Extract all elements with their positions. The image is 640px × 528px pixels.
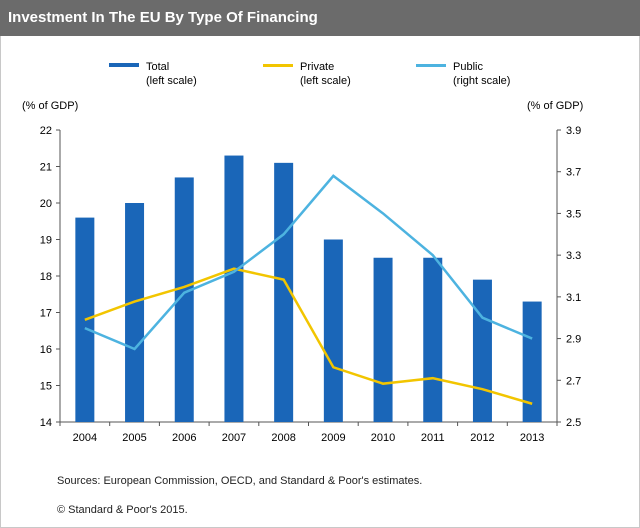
- x-tick-label: 2008: [271, 432, 295, 444]
- y-tick-label-right: 3.5: [566, 208, 581, 220]
- bar-total: [472, 279, 492, 422]
- y-tick-label-right: 3.1: [566, 292, 581, 304]
- y-axis-left-label: (% of GDP): [22, 100, 78, 112]
- y-tick-label-left: 22: [40, 125, 52, 137]
- y-tick-label-left: 16: [40, 344, 52, 356]
- legend-label-private: Private: [300, 61, 334, 73]
- bar-total: [522, 301, 542, 422]
- y-tick-label-right: 3.7: [566, 167, 581, 179]
- bar-total: [323, 239, 343, 422]
- x-tick-label: 2009: [321, 432, 345, 444]
- series-private-line: [84, 267, 533, 405]
- bar-total: [174, 177, 194, 422]
- y-tick-label-left: 19: [40, 235, 52, 247]
- y-tick-label-left: 17: [40, 308, 52, 320]
- legend: Total (left scale) Private (left scale) …: [109, 61, 510, 87]
- bar-total: [224, 155, 244, 423]
- series-total-bars: [75, 155, 542, 423]
- bar-total: [125, 203, 145, 422]
- y-ticks-right: 2.5 2.7 2.9 3.1 3.3 3.5 3.7 3.9: [557, 125, 581, 429]
- x-tick-label: 2013: [520, 432, 544, 444]
- legend-sublabel-private: (left scale): [300, 75, 351, 87]
- y-tick-label-left: 14: [40, 417, 52, 429]
- legend-swatch-total: [109, 63, 139, 67]
- page-title: Investment In The EU By Type Of Financin…: [8, 9, 318, 26]
- bar-total: [373, 257, 393, 422]
- x-tick-label: 2006: [172, 432, 196, 444]
- x-ticks: 2004 2005 2006 2007 2008 2009 2010 2011 2012 2013: [59, 422, 558, 444]
- x-tick-label: 2007: [222, 432, 246, 444]
- y-tick-label-left: 20: [40, 198, 52, 210]
- x-tick-label: 2004: [73, 432, 97, 444]
- y-axis-right-label: (% of GDP): [527, 100, 583, 112]
- legend-swatch-private: [263, 64, 293, 67]
- y-tick-label-left: 15: [40, 381, 52, 393]
- bar-total: [423, 257, 443, 422]
- x-tick-label: 2011: [421, 432, 445, 444]
- y-tick-label-right: 2.9: [566, 334, 581, 346]
- y-tick-label-right: 3.9: [566, 125, 581, 137]
- x-tick-label: 2010: [371, 432, 395, 444]
- y-tick-label-left: 21: [40, 162, 52, 174]
- y-tick-label-right: 3.3: [566, 250, 581, 262]
- y-ticks-left: 14 15 16 17 18 19 20 21 22: [40, 125, 60, 429]
- legend-sublabel-total: (left scale): [146, 75, 197, 87]
- y-tick-label-left: 18: [40, 271, 52, 283]
- x-tick-label: 2005: [122, 432, 146, 444]
- y-tick-label-right: 2.7: [566, 375, 581, 387]
- title-bar: Investment In The EU By Type Of Financin…: [0, 0, 640, 36]
- legend-swatch-public: [416, 64, 446, 67]
- series-public-line: [84, 174, 533, 351]
- legend-label-total: Total: [146, 61, 169, 73]
- sources-note: Sources: European Commission, OECD, and …: [57, 475, 423, 487]
- legend-sublabel-public: (right scale): [453, 75, 510, 87]
- y-tick-label-right: 2.5: [566, 417, 581, 429]
- legend-label-public: Public: [453, 61, 483, 73]
- copyright-note: © Standard & Poor's 2015.: [57, 504, 188, 516]
- x-tick-label: 2012: [470, 432, 494, 444]
